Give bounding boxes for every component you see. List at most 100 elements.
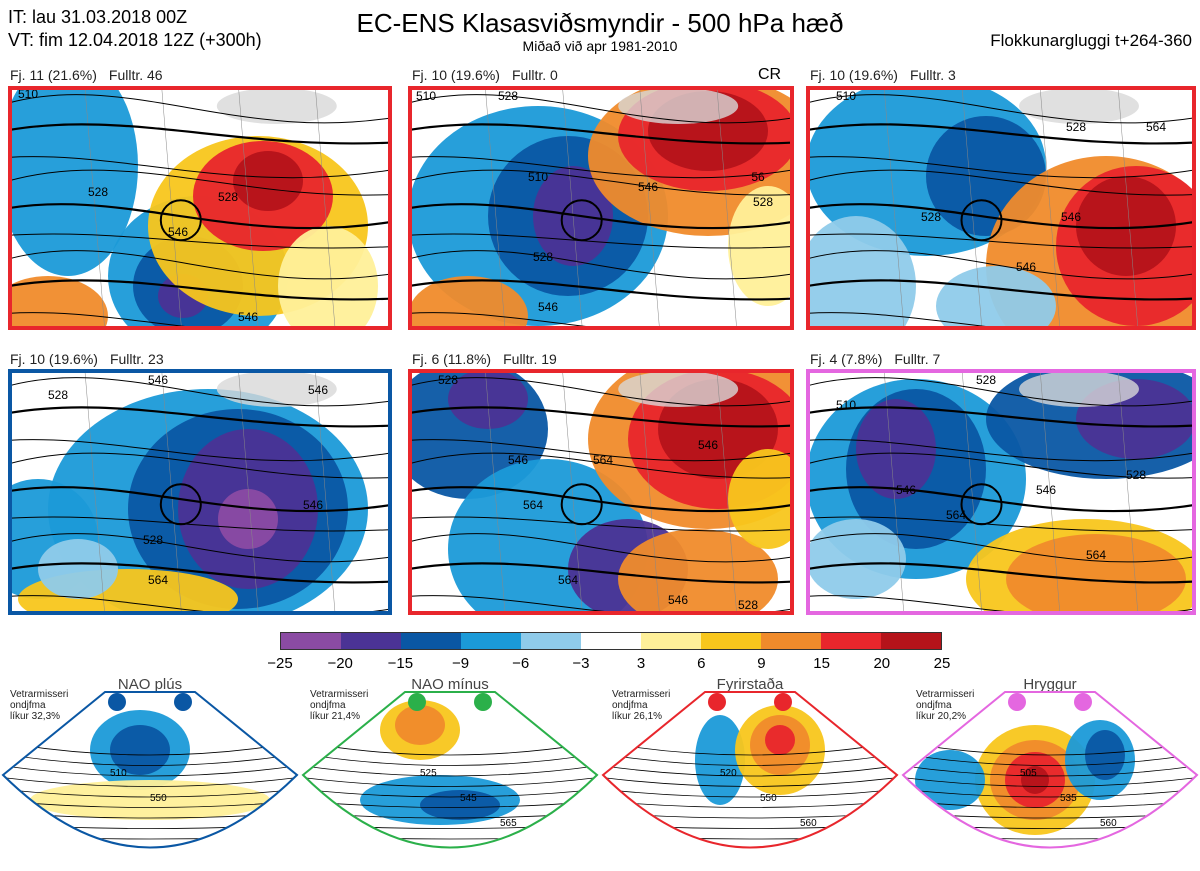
height-contour bbox=[408, 562, 794, 584]
panel-6-label: Fj. 4 (7.8%) Fulltr. 7 bbox=[810, 351, 952, 367]
regime-maps: 510 550 525 545 565 520 550 560 505 535 560 bbox=[1, 691, 1199, 849]
regime-contour bbox=[303, 775, 597, 787]
panel-4-label: Fj. 10 (19.6%) Fulltr. 23 bbox=[10, 351, 176, 367]
graticule-line bbox=[716, 369, 738, 615]
cluster-map-5[interactable]: 528 546 564 546 564 564 546 528 bbox=[408, 369, 794, 615]
contour-label: 564 bbox=[946, 508, 966, 522]
land-area bbox=[1019, 371, 1139, 407]
regime-contour bbox=[903, 763, 1197, 777]
height-contour bbox=[8, 279, 392, 301]
graticule-line bbox=[314, 369, 336, 615]
regime-border bbox=[301, 691, 599, 849]
contour-label: 564 bbox=[1086, 548, 1106, 562]
height-contour bbox=[8, 250, 392, 280]
cluster-map-4[interactable]: 528 546 546 528 546 564 bbox=[8, 369, 392, 615]
graticule-line bbox=[639, 86, 660, 330]
height-contour bbox=[8, 406, 392, 428]
regime-4-name: Hryggur bbox=[1023, 676, 1077, 693]
contour-label: 510 bbox=[18, 87, 38, 101]
regime-contour bbox=[303, 751, 597, 766]
height-contour bbox=[408, 123, 794, 145]
low-center-contour bbox=[159, 483, 202, 526]
regime-contour bbox=[903, 775, 1197, 787]
colorbar-tick-label: −6 bbox=[512, 655, 530, 672]
contour-label: 546 bbox=[638, 180, 658, 194]
cluster-map-6[interactable]: 510 528 546 564 528 546 564 bbox=[806, 369, 1196, 615]
panel-3-rep: Fulltr. 3 bbox=[909, 67, 956, 83]
valid-time: VT: fim 12.04.2018 12Z (+300h) bbox=[8, 30, 262, 50]
height-contour bbox=[408, 452, 794, 479]
height-contour bbox=[8, 169, 392, 196]
graticule-line bbox=[1117, 369, 1139, 615]
panel-2-label: Fj. 10 (19.6%) Fulltr. 0 bbox=[412, 67, 570, 83]
regime-contour bbox=[3, 787, 297, 798]
map-field: 510 528 528 546 564 546 bbox=[806, 86, 1196, 330]
contour-label: 528 bbox=[976, 373, 996, 387]
colorbar-swatch bbox=[701, 633, 761, 649]
colorbar-swatch bbox=[281, 633, 341, 649]
regime-contour-label: 525 bbox=[420, 768, 437, 779]
low-center-contour bbox=[159, 199, 202, 242]
graticule-line bbox=[238, 369, 259, 615]
colorbar-tick-label: 20 bbox=[873, 655, 891, 672]
regime-map: 525 545 565 bbox=[301, 691, 599, 849]
colorbar-swatch bbox=[821, 633, 881, 649]
height-contour bbox=[408, 250, 794, 280]
cluster-map-1[interactable]: 510 528 546 528 546 bbox=[8, 86, 392, 330]
regime-contour bbox=[903, 751, 1197, 766]
regime-contour bbox=[3, 763, 297, 777]
graticule-line bbox=[84, 369, 106, 615]
panel-6-cluster: Fj. 4 (7.8%) bbox=[810, 351, 883, 367]
height-contour bbox=[806, 156, 1196, 179]
contour-label: 528 bbox=[533, 250, 553, 264]
height-contour bbox=[408, 156, 794, 179]
anomaly-area bbox=[218, 489, 278, 549]
colorbar-swatch bbox=[761, 633, 821, 649]
regime-marker-dot bbox=[174, 693, 192, 711]
classification-window: Flokkunargluggi t+264-360 bbox=[990, 31, 1192, 50]
contour-label: 528 bbox=[921, 210, 941, 224]
graticule-line bbox=[314, 86, 336, 330]
cluster-map-2[interactable]: 510 528 510 528 546 546 56 528 bbox=[408, 86, 794, 330]
regime-marker-dot bbox=[774, 693, 792, 711]
graticule-line bbox=[883, 369, 905, 615]
graticule-line bbox=[562, 369, 583, 615]
cluster-border bbox=[806, 369, 1196, 615]
graticule-line bbox=[961, 369, 983, 615]
height-contour bbox=[408, 203, 794, 230]
regime-map: 520 550 560 bbox=[601, 691, 899, 849]
graticule-line bbox=[84, 86, 106, 330]
low-center-contour bbox=[960, 483, 1003, 526]
colorbar-tick-label: 9 bbox=[757, 655, 766, 672]
initial-time: IT: lau 31.03.2018 00Z bbox=[8, 7, 188, 27]
height-contour bbox=[8, 595, 392, 615]
contour-label: 546 bbox=[668, 593, 688, 607]
contour-label: 528 bbox=[438, 373, 458, 387]
cluster-map-3[interactable]: 510 528 528 546 564 546 bbox=[806, 86, 1196, 330]
map-field: 528 546 564 546 564 564 546 528 bbox=[408, 369, 794, 615]
colorbar-tick-label: 6 bbox=[697, 655, 706, 672]
regime-1-name: NAO plús bbox=[117, 676, 183, 693]
graticule-line bbox=[1117, 86, 1139, 330]
regime-border bbox=[601, 691, 899, 849]
contour-label: 528 bbox=[88, 185, 108, 199]
regime-3-note: Vetrarmisseri ondjfma líkur 26,1% bbox=[612, 689, 671, 722]
regime-contour bbox=[603, 775, 897, 787]
height-contour bbox=[408, 406, 794, 428]
height-contour bbox=[8, 377, 392, 407]
panel-3-cluster: Fj. 10 (19.6%) bbox=[810, 67, 898, 83]
panel-2-rep: Fulltr. 0 bbox=[511, 67, 558, 83]
regime-marker-dot bbox=[108, 693, 126, 711]
anomaly-area bbox=[278, 226, 378, 330]
contour-label: 528 bbox=[498, 89, 518, 103]
panel-6-rep: Fulltr. 7 bbox=[894, 351, 941, 367]
cluster-border bbox=[408, 369, 794, 615]
regime-anomaly bbox=[1085, 730, 1125, 780]
contour-label: 546 bbox=[303, 498, 323, 512]
cluster-border bbox=[8, 86, 392, 330]
contour-label: 546 bbox=[1016, 260, 1036, 274]
regime-anomaly bbox=[420, 790, 500, 820]
height-contour bbox=[806, 203, 1196, 230]
contour-label: 564 bbox=[148, 573, 168, 587]
panel-1-label: Fj. 11 (21.6%) Fulltr. 46 bbox=[10, 67, 175, 83]
